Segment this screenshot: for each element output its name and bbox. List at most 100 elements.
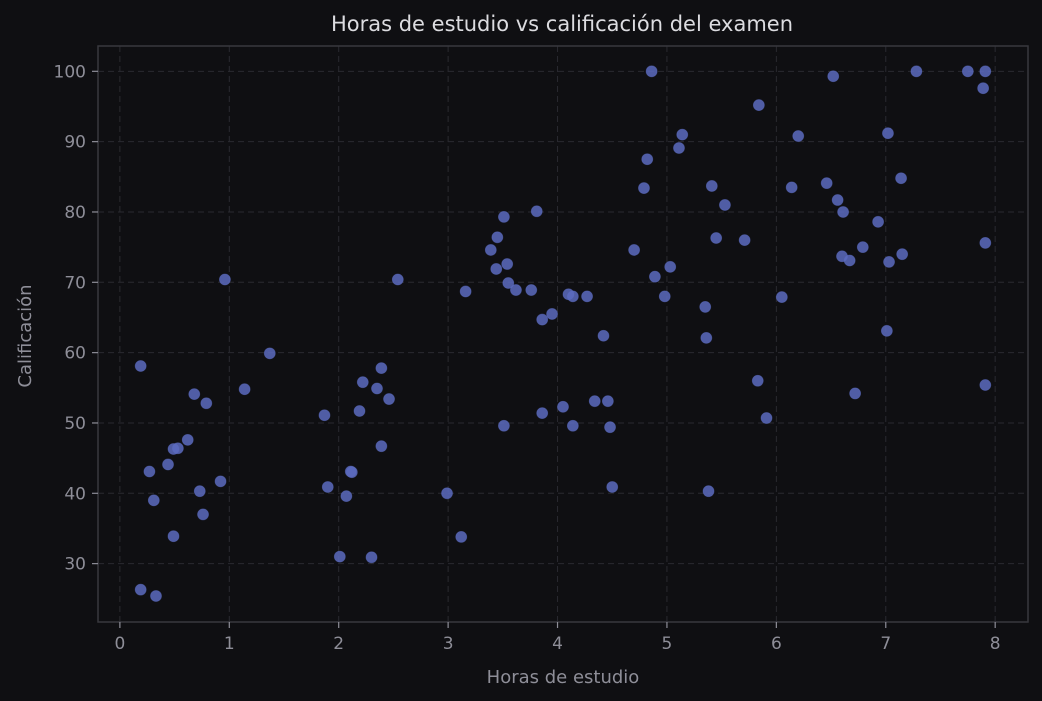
data-point bbox=[606, 481, 619, 493]
data-point bbox=[143, 465, 156, 478]
y-tick-label: 100 bbox=[54, 62, 86, 82]
data-point bbox=[604, 421, 616, 434]
data-point bbox=[455, 531, 468, 543]
data-points bbox=[134, 65, 992, 602]
data-point bbox=[837, 206, 849, 218]
x-tick-label: 8 bbox=[990, 634, 1001, 654]
data-point bbox=[193, 485, 206, 498]
data-point bbox=[238, 383, 251, 396]
data-point bbox=[491, 231, 504, 244]
data-point bbox=[530, 205, 543, 218]
data-point bbox=[484, 244, 497, 256]
data-point bbox=[977, 82, 990, 95]
data-point bbox=[843, 254, 856, 267]
data-point bbox=[785, 181, 798, 194]
y-tick-label: 90 bbox=[64, 133, 86, 153]
y-tick-label: 60 bbox=[64, 344, 86, 364]
data-point bbox=[566, 419, 579, 432]
data-point bbox=[588, 395, 601, 408]
data-point bbox=[638, 182, 650, 194]
data-point bbox=[882, 127, 894, 140]
x-tick-label: 2 bbox=[333, 634, 344, 654]
data-point bbox=[197, 508, 209, 521]
x-tick-label: 4 bbox=[552, 634, 563, 654]
data-point bbox=[501, 258, 514, 270]
chart-title: Horas de estudio vs calificación del exa… bbox=[330, 12, 794, 36]
plot-frame bbox=[97, 45, 1029, 623]
grid-lines bbox=[98, 46, 1028, 622]
data-point bbox=[760, 412, 773, 424]
data-point bbox=[831, 194, 844, 206]
data-point bbox=[699, 301, 712, 313]
data-point bbox=[219, 273, 231, 286]
data-point bbox=[738, 234, 751, 247]
data-point bbox=[147, 494, 160, 507]
data-point bbox=[365, 551, 378, 564]
data-point bbox=[459, 285, 472, 298]
data-point bbox=[856, 241, 869, 254]
x-tick-label: 0 bbox=[114, 634, 125, 654]
data-point bbox=[536, 313, 549, 326]
data-point bbox=[910, 65, 923, 78]
data-point bbox=[441, 487, 453, 500]
data-point bbox=[719, 199, 731, 211]
y-tick-label: 50 bbox=[64, 414, 86, 434]
data-point bbox=[162, 458, 174, 471]
data-point bbox=[371, 382, 383, 395]
data-point bbox=[705, 180, 718, 192]
data-point bbox=[490, 263, 503, 275]
data-point bbox=[333, 550, 346, 563]
data-point bbox=[895, 172, 907, 185]
data-point bbox=[345, 466, 358, 479]
data-point bbox=[896, 248, 909, 261]
data-point bbox=[150, 590, 162, 602]
axis-ticks: 0 1 2 3 4 5 6 7 8 30 40 50 60 70 80 90 100 bbox=[54, 62, 1001, 654]
data-point bbox=[375, 362, 388, 375]
x-tick-label: 7 bbox=[880, 634, 891, 654]
data-point bbox=[849, 387, 862, 400]
data-point bbox=[820, 177, 833, 190]
data-point bbox=[649, 270, 661, 283]
data-point bbox=[872, 215, 885, 228]
data-point bbox=[340, 490, 353, 503]
data-point bbox=[171, 442, 184, 455]
data-point bbox=[961, 65, 974, 78]
data-point bbox=[167, 530, 180, 543]
data-point bbox=[979, 65, 992, 78]
data-point bbox=[645, 65, 658, 78]
data-point bbox=[214, 475, 227, 488]
data-point bbox=[498, 211, 510, 223]
data-point bbox=[673, 142, 685, 154]
data-point bbox=[792, 130, 805, 142]
data-point bbox=[883, 256, 895, 268]
data-point bbox=[628, 244, 641, 256]
data-point bbox=[536, 407, 549, 420]
data-point bbox=[880, 324, 893, 337]
x-axis-label: Horas de estudio bbox=[487, 667, 640, 688]
y-tick-label: 40 bbox=[64, 484, 86, 504]
data-point bbox=[510, 284, 522, 296]
data-point bbox=[752, 99, 765, 111]
data-point bbox=[525, 284, 538, 296]
data-point bbox=[318, 409, 331, 422]
data-point bbox=[498, 419, 510, 432]
y-axis-label: Calificación bbox=[15, 284, 36, 387]
data-point bbox=[601, 395, 614, 408]
data-point bbox=[664, 260, 677, 273]
data-point bbox=[581, 290, 593, 303]
data-point bbox=[321, 481, 334, 493]
x-tick-label: 3 bbox=[443, 634, 454, 654]
data-point bbox=[391, 273, 404, 286]
data-point bbox=[353, 405, 366, 417]
data-point bbox=[546, 308, 558, 320]
x-tick-label: 1 bbox=[224, 634, 235, 654]
data-point bbox=[263, 347, 276, 360]
data-point bbox=[557, 400, 569, 413]
data-point bbox=[751, 374, 764, 387]
data-point bbox=[597, 329, 610, 342]
data-point bbox=[181, 433, 194, 446]
y-tick-label: 30 bbox=[64, 555, 86, 575]
data-point bbox=[134, 583, 147, 596]
data-point bbox=[775, 291, 788, 303]
